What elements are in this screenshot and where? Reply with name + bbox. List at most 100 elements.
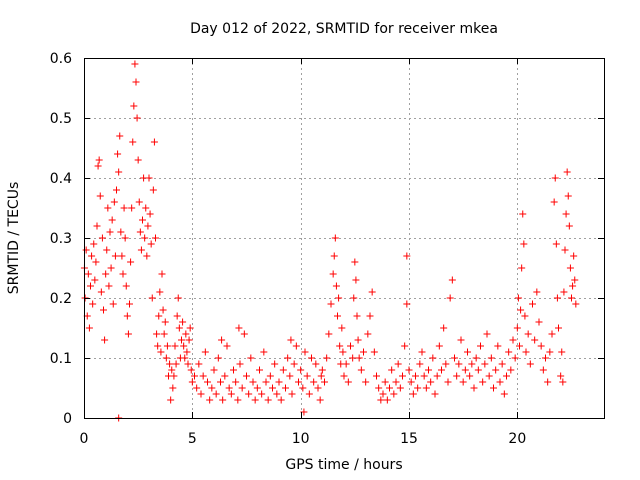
data-point xyxy=(310,378,318,386)
data-point xyxy=(552,240,560,248)
data-point xyxy=(448,276,456,284)
data-point xyxy=(453,372,461,380)
data-point xyxy=(418,348,426,356)
data-point xyxy=(503,372,510,380)
data-point xyxy=(90,240,98,248)
data-point xyxy=(562,210,570,218)
data-point xyxy=(253,384,261,392)
data-point xyxy=(537,342,545,350)
data-point xyxy=(377,396,385,404)
data-point xyxy=(114,150,122,158)
data-point xyxy=(569,282,577,290)
data-point xyxy=(128,204,136,212)
data-point xyxy=(566,264,574,272)
data-point xyxy=(492,366,500,374)
data-point xyxy=(303,372,311,380)
data-point xyxy=(412,372,419,380)
data-point xyxy=(162,354,170,362)
data-point xyxy=(550,198,558,206)
data-point xyxy=(470,384,478,392)
data-point xyxy=(524,330,532,338)
data-point xyxy=(179,318,187,326)
data-point xyxy=(403,252,411,260)
data-point xyxy=(455,360,463,368)
data-point xyxy=(111,252,119,260)
data-point xyxy=(414,384,422,392)
data-point xyxy=(269,384,276,392)
data-point xyxy=(115,168,123,176)
data-point xyxy=(219,396,227,404)
data-point xyxy=(494,342,502,350)
data-point xyxy=(146,210,154,218)
data-point xyxy=(514,294,522,302)
data-point xyxy=(193,384,201,392)
data-point xyxy=(93,222,101,230)
data-point xyxy=(134,156,142,164)
data-point xyxy=(399,372,406,380)
data-point xyxy=(451,354,458,362)
y-tick-label: 0.4 xyxy=(50,171,72,187)
data-point xyxy=(314,384,322,392)
grid-lines xyxy=(84,58,604,418)
data-point xyxy=(516,342,523,350)
data-point xyxy=(521,312,529,320)
data-point xyxy=(82,246,90,254)
data-point xyxy=(364,330,372,338)
data-point xyxy=(183,348,191,356)
data-point xyxy=(401,342,409,350)
data-point xyxy=(427,378,435,386)
data-point xyxy=(490,384,497,392)
data-point xyxy=(519,210,527,218)
data-point xyxy=(100,306,107,314)
data-point xyxy=(89,300,97,308)
data-point xyxy=(88,252,96,260)
data-point xyxy=(305,390,313,398)
data-point xyxy=(544,378,552,386)
data-point xyxy=(446,294,454,302)
data-point xyxy=(188,378,196,386)
data-point xyxy=(370,348,378,356)
data-point xyxy=(104,204,112,212)
data-point xyxy=(105,282,113,290)
data-point xyxy=(555,324,562,332)
data-point xyxy=(425,366,432,374)
data-point xyxy=(316,396,324,404)
data-point xyxy=(546,348,554,356)
data-point xyxy=(144,222,152,230)
data-point xyxy=(405,366,413,374)
data-point xyxy=(101,336,109,344)
data-point xyxy=(517,306,525,314)
data-point xyxy=(435,342,443,350)
data-point xyxy=(206,396,214,404)
data-point xyxy=(357,366,365,374)
data-point xyxy=(132,78,140,86)
data-point xyxy=(221,372,229,380)
data-point xyxy=(323,354,331,362)
data-point xyxy=(511,354,519,362)
data-point xyxy=(251,396,259,404)
data-point xyxy=(84,270,92,278)
data-point xyxy=(533,288,541,296)
data-point xyxy=(542,354,549,362)
data-point xyxy=(368,288,376,296)
data-point xyxy=(388,366,396,374)
data-point xyxy=(422,384,430,392)
data-point xyxy=(565,222,573,230)
data-point xyxy=(182,330,190,338)
data-point xyxy=(353,312,361,320)
data-point xyxy=(249,378,257,386)
data-point xyxy=(485,372,493,380)
data-point xyxy=(238,384,246,392)
data-point xyxy=(161,318,169,326)
data-point xyxy=(339,348,347,356)
data-point xyxy=(354,336,362,344)
data-point xyxy=(214,354,222,362)
data-point xyxy=(431,390,439,398)
data-point xyxy=(347,342,354,350)
y-axis-label: SRMTID / TECUs xyxy=(6,182,22,295)
x-tick-labels: 0 5 10 15 20 xyxy=(80,431,527,447)
data-point xyxy=(136,228,144,236)
data-point xyxy=(520,240,528,248)
data-point xyxy=(394,360,402,368)
data-point xyxy=(459,378,467,386)
